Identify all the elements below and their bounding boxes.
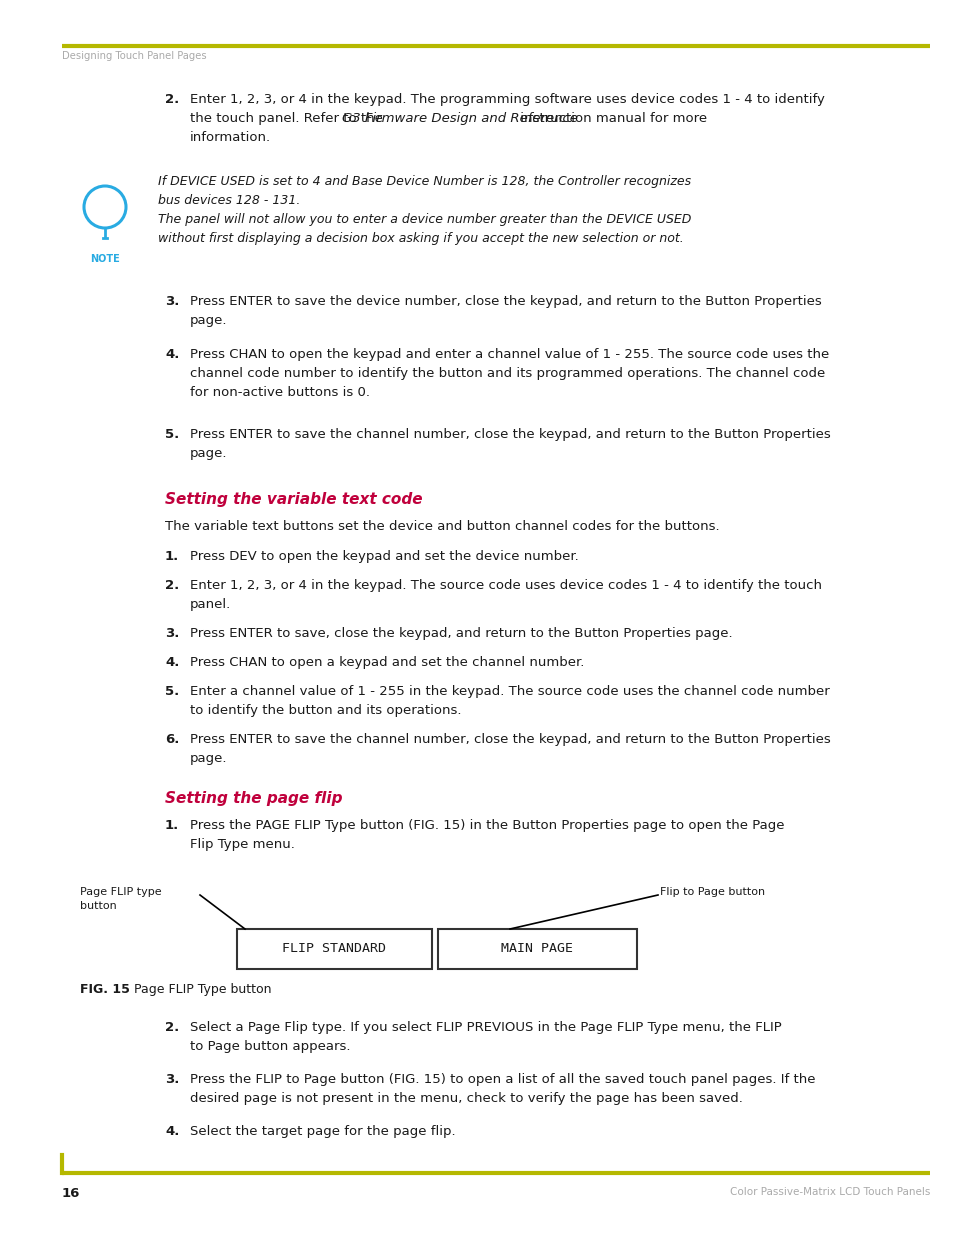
Text: button: button bbox=[80, 902, 116, 911]
Text: 5.: 5. bbox=[165, 429, 179, 441]
Text: page.: page. bbox=[190, 314, 227, 327]
Text: to Page button appears.: to Page button appears. bbox=[190, 1040, 350, 1053]
Text: Select the target page for the page flip.: Select the target page for the page flip… bbox=[190, 1125, 456, 1137]
Text: 4.: 4. bbox=[165, 656, 179, 669]
Text: the touch panel. Refer to the: the touch panel. Refer to the bbox=[190, 112, 387, 125]
Text: channel code number to identify the button and its programmed operations. The ch: channel code number to identify the butt… bbox=[190, 367, 824, 380]
Text: 3.: 3. bbox=[165, 627, 179, 640]
Text: 4.: 4. bbox=[165, 1125, 179, 1137]
Text: information.: information. bbox=[190, 131, 271, 144]
Text: 6.: 6. bbox=[165, 734, 179, 746]
Text: 3.: 3. bbox=[165, 1073, 179, 1086]
Text: 2.: 2. bbox=[165, 93, 179, 106]
Text: Color Passive-Matrix LCD Touch Panels: Color Passive-Matrix LCD Touch Panels bbox=[729, 1187, 929, 1197]
Text: Enter a channel value of 1 - 255 in the keypad. The source code uses the channel: Enter a channel value of 1 - 255 in the … bbox=[190, 685, 829, 698]
Text: 3.: 3. bbox=[165, 295, 179, 308]
Text: The panel will not allow you to enter a device number greater than the DEVICE US: The panel will not allow you to enter a … bbox=[158, 212, 691, 226]
Text: Press CHAN to open a keypad and set the channel number.: Press CHAN to open a keypad and set the … bbox=[190, 656, 584, 669]
Text: Enter 1, 2, 3, or 4 in the keypad. The source code uses device codes 1 - 4 to id: Enter 1, 2, 3, or 4 in the keypad. The s… bbox=[190, 579, 821, 592]
Text: If DEVICE USED is set to 4 and Base Device Number is 128, the Controller recogni: If DEVICE USED is set to 4 and Base Devi… bbox=[158, 175, 690, 188]
Text: Press ENTER to save, close the keypad, and return to the Button Properties page.: Press ENTER to save, close the keypad, a… bbox=[190, 627, 732, 640]
Text: Press the FLIP to Page button (FIG. 15) to open a list of all the saved touch pa: Press the FLIP to Page button (FIG. 15) … bbox=[190, 1073, 815, 1086]
Text: Select a Page Flip type. If you select FLIP PREVIOUS in the Page FLIP Type menu,: Select a Page Flip type. If you select F… bbox=[190, 1021, 781, 1034]
Text: page.: page. bbox=[190, 752, 227, 764]
Text: Press CHAN to open the keypad and enter a channel value of 1 - 255. The source c: Press CHAN to open the keypad and enter … bbox=[190, 348, 828, 361]
Text: Flip to Page button: Flip to Page button bbox=[659, 887, 764, 897]
Text: Enter 1, 2, 3, or 4 in the keypad. The programming software uses device codes 1 : Enter 1, 2, 3, or 4 in the keypad. The p… bbox=[190, 93, 824, 106]
Text: Page FLIP type: Page FLIP type bbox=[80, 887, 161, 897]
Text: The variable text buttons set the device and button channel codes for the button: The variable text buttons set the device… bbox=[165, 520, 719, 534]
Text: Press DEV to open the keypad and set the device number.: Press DEV to open the keypad and set the… bbox=[190, 550, 578, 563]
Text: G3 Firmware Design and Reference: G3 Firmware Design and Reference bbox=[341, 112, 578, 125]
Text: 16: 16 bbox=[62, 1187, 80, 1200]
Text: Press the PAGE FLIP Type button (FIG. 15) in the Button Properties page to open : Press the PAGE FLIP Type button (FIG. 15… bbox=[190, 819, 783, 832]
Text: 1.: 1. bbox=[165, 550, 179, 563]
Text: panel.: panel. bbox=[190, 598, 231, 611]
Text: Setting the variable text code: Setting the variable text code bbox=[165, 492, 422, 508]
Text: Press ENTER to save the channel number, close the keypad, and return to the Butt: Press ENTER to save the channel number, … bbox=[190, 734, 830, 746]
Text: MAIN PAGE: MAIN PAGE bbox=[501, 942, 573, 956]
Text: Flip Type menu.: Flip Type menu. bbox=[190, 839, 294, 851]
Text: without first displaying a decision box asking if you accept the new selection o: without first displaying a decision box … bbox=[158, 232, 683, 245]
Text: 1.: 1. bbox=[165, 819, 179, 832]
Text: to identify the button and its operations.: to identify the button and its operation… bbox=[190, 704, 461, 718]
Text: 5.: 5. bbox=[165, 685, 179, 698]
Text: FIG. 15: FIG. 15 bbox=[80, 983, 130, 995]
Text: FLIP STANDARD: FLIP STANDARD bbox=[282, 942, 386, 956]
Text: page.: page. bbox=[190, 447, 227, 459]
Text: instruction manual for more: instruction manual for more bbox=[516, 112, 706, 125]
Text: 2.: 2. bbox=[165, 579, 179, 592]
Bar bbox=[236, 929, 432, 969]
Text: desired page is not present in the menu, check to verify the page has been saved: desired page is not present in the menu,… bbox=[190, 1092, 742, 1105]
Text: NOTE: NOTE bbox=[90, 254, 120, 264]
Text: for non-active buttons is 0.: for non-active buttons is 0. bbox=[190, 387, 370, 399]
Bar bbox=[437, 929, 637, 969]
Text: 2.: 2. bbox=[165, 1021, 179, 1034]
Text: Press ENTER to save the device number, close the keypad, and return to the Butto: Press ENTER to save the device number, c… bbox=[190, 295, 821, 308]
Text: Designing Touch Panel Pages: Designing Touch Panel Pages bbox=[62, 51, 207, 61]
Text: Page FLIP Type button: Page FLIP Type button bbox=[126, 983, 272, 995]
Text: Setting the page flip: Setting the page flip bbox=[165, 790, 342, 806]
Text: Press ENTER to save the channel number, close the keypad, and return to the Butt: Press ENTER to save the channel number, … bbox=[190, 429, 830, 441]
Text: 4.: 4. bbox=[165, 348, 179, 361]
Text: bus devices 128 - 131.: bus devices 128 - 131. bbox=[158, 194, 300, 207]
